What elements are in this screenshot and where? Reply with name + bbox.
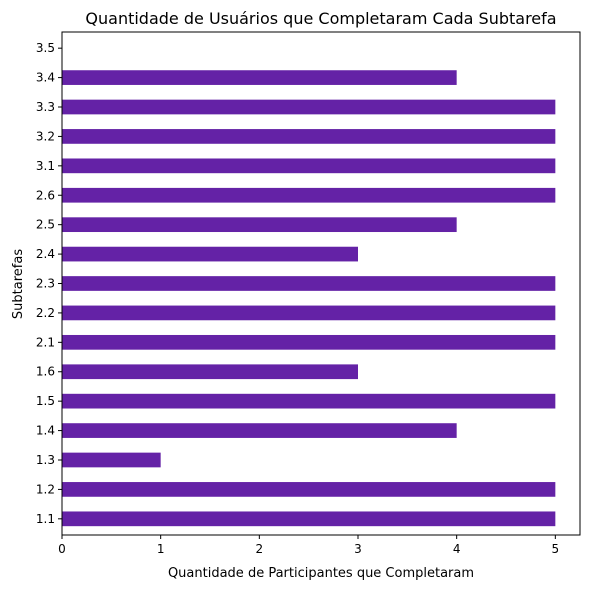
y-tick-label: 2.3 (36, 277, 55, 291)
x-tick-label: 0 (58, 542, 66, 556)
bar-2.6 (62, 187, 556, 203)
y-axis-ticks: 1.1 1.2 1.3 1.4 1.5 1.6 2.1 2.2 2.3 2.4 2.5 2.6 3.1 3… (36, 41, 62, 526)
bar-2.2 (62, 305, 556, 321)
chart-title: Quantidade de Usuários que Completaram C… (85, 9, 556, 28)
y-tick-label: 2.5 (36, 218, 55, 232)
y-tick-label: 3.2 (36, 129, 55, 143)
y-tick-label: 2.2 (36, 306, 55, 320)
bar-1.1 (62, 511, 556, 527)
bar-3.4 (62, 70, 457, 85)
y-tick-label: 1.4 (36, 424, 55, 438)
bar-2.5 (62, 217, 457, 233)
bar-1.2 (62, 482, 556, 497)
x-tick-label: 4 (453, 542, 461, 556)
bar-1.6 (62, 364, 358, 380)
bar-2.1 (62, 334, 556, 350)
y-tick-label: 3.3 (36, 100, 55, 114)
bar-3.2 (62, 129, 556, 144)
y-tick-label: 2.1 (36, 335, 55, 349)
x-tick-label: 3 (354, 542, 362, 556)
x-axis-ticks: 0 1 2 3 4 5 (58, 535, 559, 556)
y-tick-label: 3.1 (36, 159, 55, 173)
x-tick-label: 5 (552, 542, 560, 556)
y-tick-label: 1.1 (36, 512, 55, 526)
y-axis-label: Subtarefas (11, 249, 26, 319)
bar-2.3 (62, 276, 556, 291)
bar-3.1 (62, 158, 556, 174)
bars-group (62, 70, 556, 527)
y-tick-label: 2.6 (36, 188, 55, 202)
y-tick-label: 2.4 (36, 247, 55, 261)
y-tick-label: 1.2 (36, 482, 55, 496)
y-tick-label: 3.5 (36, 41, 55, 55)
bar-1.3 (62, 452, 161, 468)
x-tick-label: 2 (256, 542, 264, 556)
y-tick-label: 3.4 (36, 71, 55, 85)
bar-3.3 (62, 99, 556, 115)
bar-1.4 (62, 423, 457, 438)
bar-2.4 (62, 246, 358, 262)
y-tick-label: 1.3 (36, 453, 55, 467)
bar-1.5 (62, 393, 556, 409)
y-tick-label: 1.6 (36, 365, 55, 379)
x-axis-label: Quantidade de Participantes que Completa… (168, 566, 474, 581)
y-tick-label: 1.5 (36, 394, 55, 408)
x-tick-label: 1 (157, 542, 165, 556)
